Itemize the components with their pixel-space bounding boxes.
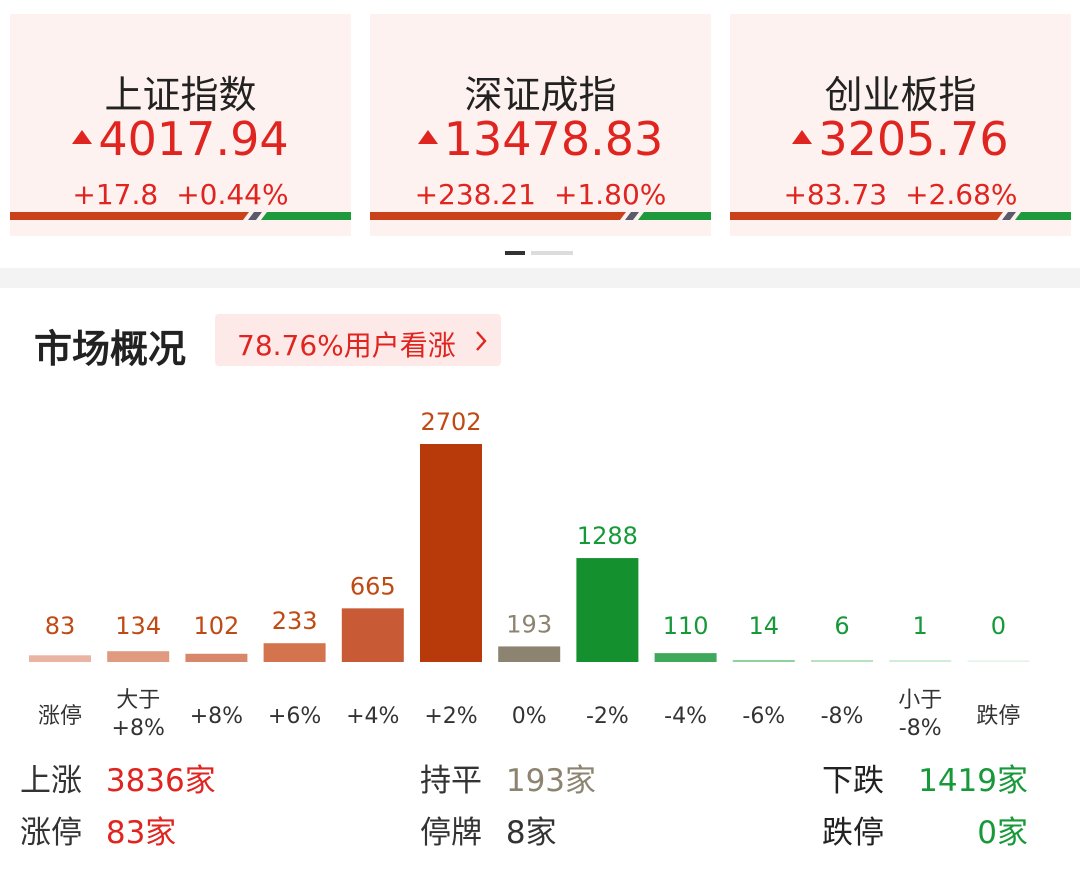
stat-fall-value: 1419家 xyxy=(918,763,1028,799)
sentiment-button[interactable]: 78.76%用户看涨 xyxy=(215,314,501,366)
category-label-1: 大于+8% xyxy=(112,688,165,741)
category-label-4: +4% xyxy=(346,704,399,729)
bar-11 xyxy=(889,660,952,662)
stat-fall-label: 下跌 xyxy=(822,763,884,799)
index-value: 4017.94 xyxy=(10,112,351,166)
data-label-2: 102 xyxy=(193,612,239,640)
bar-5 xyxy=(420,444,482,662)
down-segment xyxy=(1015,212,1071,220)
index-cards: 上证指数 4017.94 +17.8 +0.44% 深证成指 13478.83 +… xyxy=(0,0,1080,268)
category-label-9: -6% xyxy=(742,704,785,729)
section-divider xyxy=(0,268,1080,288)
bar-12 xyxy=(967,660,1030,662)
stat-rise: 上涨 3836家 xyxy=(20,763,216,799)
bar-9 xyxy=(732,660,795,662)
bar-0 xyxy=(29,655,91,662)
data-label-8: 110 xyxy=(663,612,709,640)
stat-limit-up: 涨停 83家 xyxy=(20,815,177,851)
bar-6 xyxy=(498,646,561,662)
data-label-7: 1288 xyxy=(577,522,638,550)
stat-halt: 停牌 8家 xyxy=(420,815,557,851)
up-segment xyxy=(10,212,249,220)
bar-8 xyxy=(654,653,717,662)
flat-segment xyxy=(248,212,262,220)
index-change: +17.8 +0.44% xyxy=(72,178,289,211)
index-value: 13478.83 xyxy=(370,112,711,166)
index-name: 上证指数 xyxy=(104,73,257,117)
category-label-5: +2% xyxy=(424,704,477,729)
category-label-6: 0% xyxy=(512,704,547,729)
up-down-ratio-bar xyxy=(10,212,351,220)
index-change: +238.21 +1.80% xyxy=(414,178,667,211)
category-label-0: 涨停 xyxy=(38,704,82,729)
stat-flat: 持平 193家 xyxy=(420,763,597,799)
flat-segment xyxy=(625,212,639,220)
data-label-10: 6 xyxy=(834,612,849,640)
chevron-right-icon xyxy=(476,331,487,351)
bar-3 xyxy=(263,643,326,662)
data-label-11: 1 xyxy=(913,612,928,640)
bar-10 xyxy=(811,660,873,662)
index-name: 创业板指 xyxy=(824,73,977,117)
bar-1 xyxy=(107,651,170,662)
stat-limit-down-value: 0家 xyxy=(977,815,1028,851)
down-segment xyxy=(261,212,351,220)
bar-4 xyxy=(341,608,404,662)
index-card-shenzhen[interactable]: 深证成指 13478.83 +238.21 +1.80% xyxy=(370,14,711,236)
category-label-7: -2% xyxy=(586,704,629,729)
pager-dot-active[interactable] xyxy=(505,251,525,255)
data-label-1: 134 xyxy=(115,612,161,640)
bar-7 xyxy=(576,558,639,662)
bar-2 xyxy=(185,653,248,662)
sentiment-label: 78.76%用户看涨 xyxy=(237,329,456,362)
arrow-up-icon xyxy=(792,129,813,144)
data-label-9: 14 xyxy=(749,612,780,640)
index-card-shanghai[interactable]: 上证指数 4017.94 +17.8 +0.44% xyxy=(10,14,351,236)
data-label-0: 83 xyxy=(45,612,76,640)
category-label-10: -8% xyxy=(821,704,864,729)
up-segment xyxy=(370,212,626,220)
stat-limit-down-label: 跌停 xyxy=(822,815,884,851)
category-label-12: 跌停 xyxy=(976,704,1020,729)
category-label-11: 小于-8% xyxy=(898,688,942,741)
arrow-up-icon xyxy=(417,129,438,144)
section-title: 市场概况 xyxy=(34,327,187,371)
rise-fall-distribution-chart: 83 涨停 134 大于+8% 102 +8% 233 +6% 665 +4% 2702 +2% 193… xyxy=(29,408,1030,741)
down-segment xyxy=(638,212,711,220)
data-label-5: 2702 xyxy=(420,408,481,436)
index-name: 深证成指 xyxy=(464,73,617,117)
data-label-12: 0 xyxy=(991,612,1006,640)
data-label-6: 193 xyxy=(506,610,552,638)
index-card-chinext[interactable]: 创业板指 3205.76 +83.73 +2.68% xyxy=(730,14,1071,236)
up-segment xyxy=(730,212,1003,220)
data-label-3: 233 xyxy=(272,607,318,635)
category-label-3: +6% xyxy=(268,704,321,729)
category-label-2: +8% xyxy=(190,704,243,729)
up-down-ratio-bar xyxy=(730,212,1071,220)
arrow-up-icon xyxy=(72,129,93,144)
pager-dot[interactable] xyxy=(531,251,573,255)
index-value: 3205.76 xyxy=(730,112,1071,166)
up-down-ratio-bar xyxy=(370,212,711,220)
data-label-4: 665 xyxy=(350,572,396,600)
index-change: +83.73 +2.68% xyxy=(783,178,1018,211)
flat-segment xyxy=(1002,212,1016,220)
category-label-8: -4% xyxy=(664,704,707,729)
